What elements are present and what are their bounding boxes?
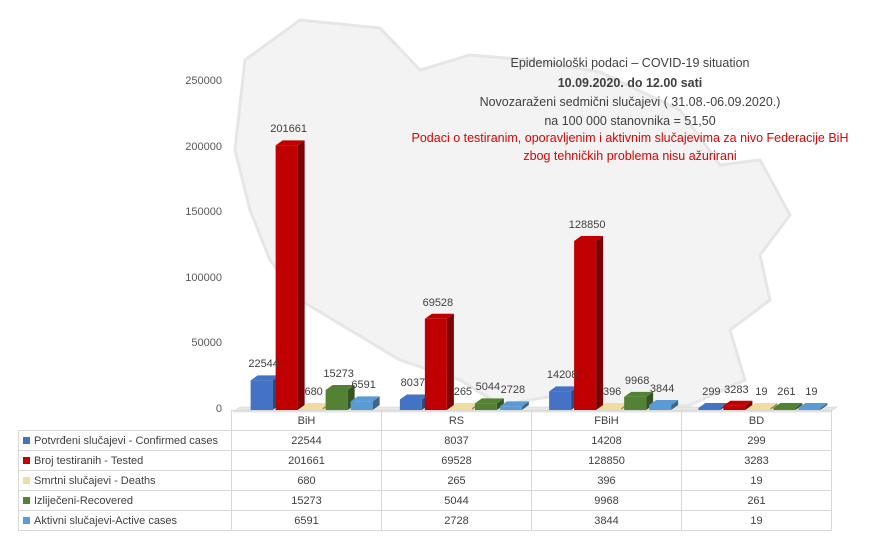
series-name: Broj testiranih - Tested <box>34 454 144 467</box>
notice-line-2: zbog tehničkih problema nisu ažurirani <box>523 149 737 163</box>
table-cell: 19 <box>681 470 832 491</box>
bar-bih-3 <box>325 384 355 410</box>
table-cell: 6591 <box>231 510 382 531</box>
chart-date: 10.09.2020. do 12.00 sati <box>557 76 703 90</box>
table-cell: 3844 <box>531 510 682 531</box>
category-bih: BiH <box>231 410 382 431</box>
bar-rs-0 <box>399 394 429 410</box>
bar-bih-1 <box>275 140 305 410</box>
legend-swatch-icon <box>23 437 30 445</box>
data-label: 2728 <box>500 384 526 397</box>
legend-swatch-icon <box>23 497 30 505</box>
table-cell: 2728 <box>381 510 532 531</box>
table-row: Izliječeni-Recovered 15273 5044 9968 261 <box>18 490 832 511</box>
data-label: 19 <box>805 386 818 398</box>
data-label: 261 <box>777 386 796 398</box>
category-bd: BD <box>681 410 832 431</box>
bar-bd-3 <box>773 403 803 410</box>
data-label: 3283 <box>724 383 749 396</box>
bar-fbih-1 <box>574 235 604 410</box>
data-label: 15273 <box>323 367 354 380</box>
data-label: 299 <box>702 386 721 398</box>
category-fbih: FBiH <box>531 410 682 431</box>
table-cell: 201661 <box>231 450 382 471</box>
data-table: BiH RS FBiH BD Potvrđeni slučajevi - Con… <box>18 410 832 531</box>
y-tick-label: 0 <box>215 403 222 415</box>
series-name: Izliječeni-Recovered <box>34 494 134 507</box>
bar-rs-4 <box>499 401 529 410</box>
legend-swatch-icon <box>23 457 30 465</box>
table-cell: 3283 <box>681 450 832 471</box>
series-name: Smrtni slučajevi - Deaths <box>34 474 156 487</box>
table-cell: 5044 <box>381 490 532 511</box>
chart-rate: na 100 000 stanovnika = 51,50 <box>544 114 716 128</box>
table-cell: 14208 <box>531 430 682 451</box>
bar-bih-4 <box>350 396 380 410</box>
table-cell: 128850 <box>531 450 682 471</box>
table-row: Aktivni slučajevi-Active cases 6591 2728… <box>18 510 832 531</box>
legend-swatch-icon <box>23 517 30 525</box>
notice-line-1: Podaci o testiranim, oporavljenim i akti… <box>411 131 849 145</box>
data-label: 265 <box>453 386 473 398</box>
data-label: 69528 <box>422 296 454 309</box>
data-label: 3844 <box>649 382 675 395</box>
table-row: Potvrđeni slučajevi - Confirmed cases 22… <box>18 430 832 451</box>
table-cell: 8037 <box>381 430 532 451</box>
y-tick-label: 250000 <box>185 75 222 87</box>
table-header-row: BiH RS FBiH BD <box>19 410 832 431</box>
bar-series <box>250 140 828 410</box>
bar-fbih-3 <box>624 391 654 410</box>
map-background <box>233 18 792 412</box>
table-row: Broj testiranih - Tested 201661 69528 12… <box>18 450 832 471</box>
table-cell: 680 <box>231 470 382 491</box>
table-cell: 19 <box>681 510 832 531</box>
data-label: 128850 <box>568 218 606 231</box>
bar-rs-3 <box>474 398 504 410</box>
bar-bd-4 <box>798 403 828 410</box>
data-label: 680 <box>304 386 323 398</box>
data-label: 8037 <box>400 377 426 390</box>
bar-bd-1 <box>723 400 753 410</box>
legend-swatch-icon <box>23 477 30 485</box>
table-cell: 69528 <box>381 450 532 471</box>
data-label: 22544 <box>248 358 279 371</box>
table-row: Smrtni slučajevi - Deaths 680 265 396 19 <box>18 470 832 491</box>
table-cell: 261 <box>681 490 832 511</box>
data-label: 9968 <box>624 374 650 387</box>
table-cell: 265 <box>381 470 532 491</box>
bar-bd-2 <box>748 403 778 410</box>
data-label: 14208 <box>546 369 578 382</box>
series-name: Aktivni slučajevi-Active cases <box>34 514 178 527</box>
chart-subtitle: Novozaraženi sedmični slučajevi ( 31.08.… <box>479 95 781 109</box>
data-label: 201661 <box>270 123 307 136</box>
category-rs: RS <box>381 410 532 431</box>
chart-title: Epidemiološki podaci – COVID-19 situatio… <box>510 56 750 70</box>
table-cell: 22544 <box>231 430 382 451</box>
bar-rs-1 <box>424 313 454 410</box>
bar-fbih-4 <box>649 399 679 410</box>
y-tick-label: 100000 <box>185 271 222 284</box>
data-label: 396 <box>602 386 622 398</box>
table-cell: 299 <box>681 430 832 451</box>
bar-fbih-0 <box>549 386 579 410</box>
table-cell: 396 <box>531 470 682 491</box>
y-tick-label: 150000 <box>185 206 222 219</box>
table-cell: 9968 <box>531 490 682 511</box>
series-name: Potvrđeni slučajevi - Confirmed cases <box>34 434 219 447</box>
table-cell: 15273 <box>231 490 382 511</box>
y-tick-label: 200000 <box>185 140 222 153</box>
data-label: 19 <box>755 386 768 398</box>
data-label: 5044 <box>475 381 501 394</box>
data-label: 6591 <box>351 379 376 392</box>
y-tick-label: 50000 <box>191 337 222 350</box>
bar-bih-0 <box>250 375 280 410</box>
